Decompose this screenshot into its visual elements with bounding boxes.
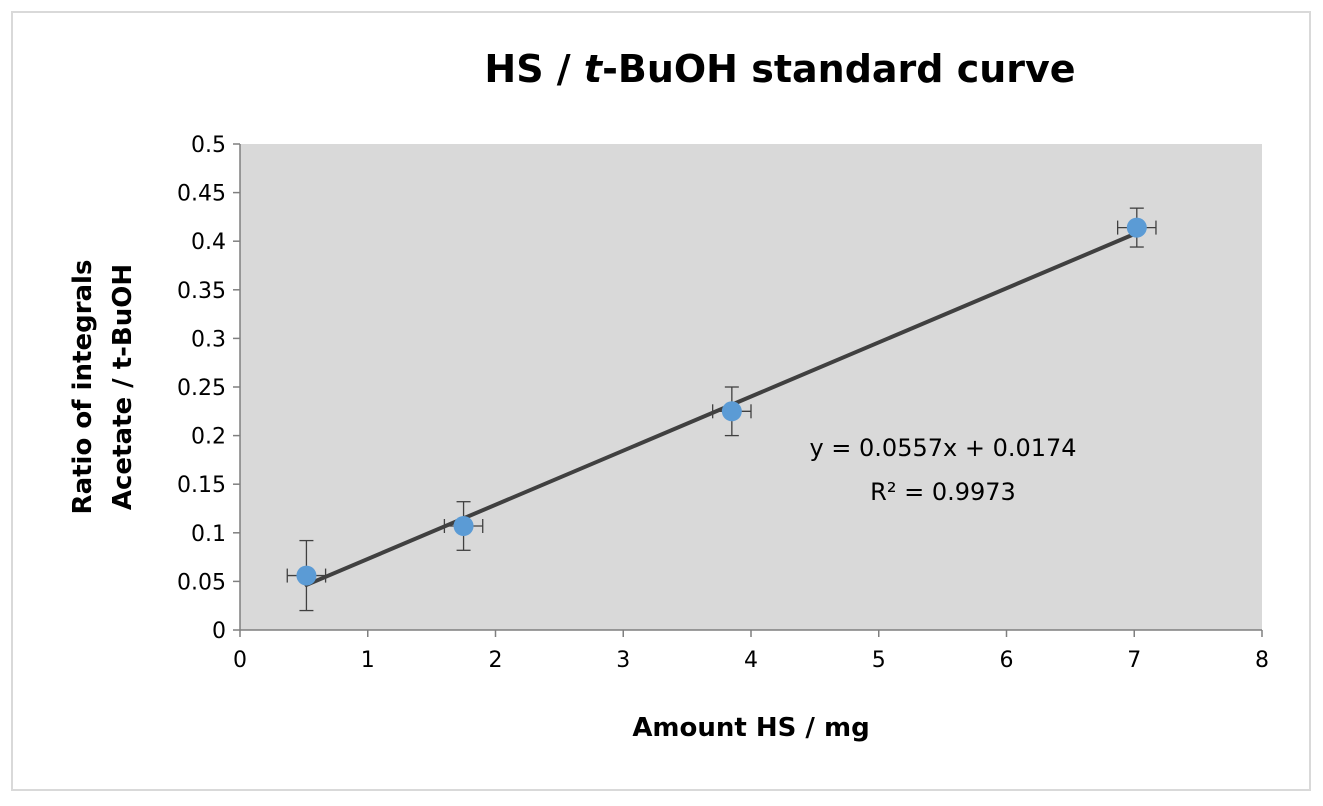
y-tick-label: 0.05: [177, 570, 226, 595]
chart-title-part-1: HS /: [484, 47, 584, 91]
y-tick-label: 0.4: [191, 230, 226, 255]
x-tick-label: 5: [872, 648, 886, 673]
y-tick-label: 0.1: [191, 522, 226, 547]
x-axis-title: Amount HS / mg: [632, 713, 869, 743]
y-tick-label: 0: [212, 619, 226, 644]
plot-area: [240, 144, 1262, 630]
chart-title: HS / t-BuOH standard curve: [484, 47, 1075, 91]
x-tick-label: 6: [1000, 648, 1014, 673]
chart-title-part-italic: t: [584, 47, 604, 91]
y-axis-title-line-1: Ratio of integrals: [68, 260, 98, 515]
y-tick-label: 0.2: [191, 425, 226, 450]
data-point: [296, 565, 317, 586]
data-point: [721, 401, 742, 422]
y-tick-label: 0.15: [177, 473, 226, 498]
trendline-equation: y = 0.0557x + 0.0174: [809, 434, 1076, 462]
data-point: [453, 515, 474, 536]
y-tick-label: 0.3: [191, 327, 226, 352]
y-axis: 0 0.05 0.1 0.15 0.2 0.25 0.3 0.35 0.4 0.45 0.5: [177, 133, 241, 644]
y-tick-label: 0.45: [177, 182, 226, 207]
data-point: [1126, 217, 1147, 238]
y-tick-label: 0.35: [177, 279, 226, 304]
y-tick-label: 0.25: [177, 376, 226, 401]
x-tick-label: 2: [489, 648, 503, 673]
data-points: [296, 217, 1147, 586]
chart-title-part-2: -BuOH standard curve: [602, 47, 1075, 91]
y-axis-title: Ratio of integrals Acetate / t-BuOH: [68, 260, 138, 515]
x-tick-label: 3: [616, 648, 630, 673]
y-axis-title-line-2: Acetate / t-BuOH: [108, 264, 138, 510]
x-tick-label: 8: [1255, 648, 1269, 673]
x-tick-label: 4: [744, 648, 758, 673]
x-tick-label: 7: [1127, 648, 1141, 673]
x-axis: 0 1 2 3 4 5 6 7 8: [233, 629, 1269, 673]
trendline-r-squared: R² = 0.9973: [870, 478, 1016, 506]
x-tick-label: 1: [361, 648, 375, 673]
x-tick-label: 0: [233, 648, 247, 673]
y-tick-label: 0.5: [191, 133, 226, 158]
